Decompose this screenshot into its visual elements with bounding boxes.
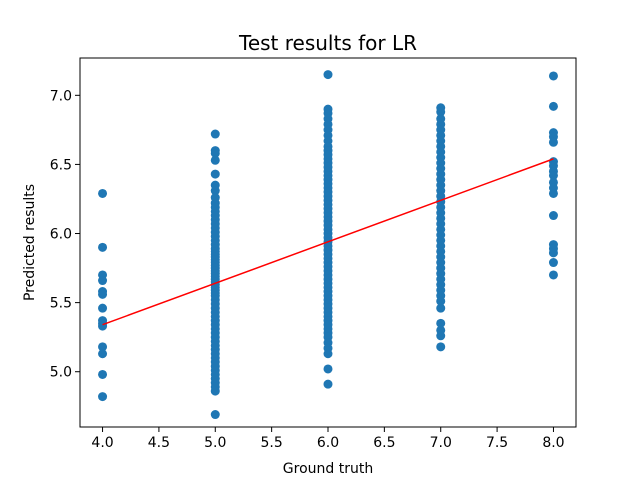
chart-title: Test results for LR: [238, 31, 417, 55]
data-point-x4-11: [98, 349, 108, 359]
data-point-x5-59: [210, 386, 220, 396]
y-tick-label: 6.0: [50, 227, 72, 243]
y-tick-label: 7.0: [50, 88, 72, 104]
data-point-x7-37: [436, 318, 446, 328]
data-point-x8-4: [548, 137, 558, 147]
x-tick-label: 7.0: [430, 435, 452, 451]
x-tick-label: 5.5: [261, 435, 283, 451]
data-point-x8-11: [548, 188, 558, 198]
data-point-x4-3: [98, 276, 108, 286]
x-tick-label: 7.5: [486, 435, 508, 451]
data-point-x7-35: [436, 296, 446, 306]
data-point-x8-12: [548, 211, 558, 221]
x-tick-label: 4.5: [148, 435, 170, 451]
data-point-x4-0: [98, 188, 108, 198]
data-point-x4-6: [98, 303, 108, 313]
data-point-x5-4: [210, 169, 220, 179]
data-point-x8-16: [548, 258, 558, 268]
x-axis-title: Ground truth: [283, 461, 373, 477]
points-layer: [98, 70, 558, 420]
data-point-x7-36: [436, 303, 446, 313]
fit-line: [102, 158, 554, 326]
x-axis: 4.0 4.5 5.0 5.5 6.0 6.5 7.0 7.5 8.0: [91, 427, 565, 451]
data-point-x8-1: [548, 101, 558, 111]
data-point-x7-1: [436, 107, 446, 117]
data-point-x5-2: [210, 148, 220, 158]
data-point-x8-15: [548, 248, 558, 258]
fit-line-layer: [102, 158, 554, 326]
data-point-x4-12: [98, 369, 108, 379]
data-point-x4-1: [98, 242, 108, 252]
x-tick-label: 4.0: [91, 435, 113, 451]
x-tick-label: 8.0: [542, 435, 564, 451]
data-point-x8-0: [548, 71, 558, 81]
data-point-x4-13: [98, 392, 108, 402]
data-point-x5-60: [210, 410, 220, 420]
x-tick-label: 6.0: [317, 435, 339, 451]
data-point-x5-6: [210, 186, 220, 196]
data-point-x6-59: [323, 379, 333, 389]
y-axis: 5.0 5.5 6.0 6.5 7.0: [50, 88, 80, 381]
x-tick-label: 5.0: [204, 435, 226, 451]
y-tick-label: 5.0: [50, 365, 72, 381]
data-point-x4-10: [98, 342, 108, 352]
data-point-x6-58: [323, 364, 333, 374]
data-point-x8-17: [548, 270, 558, 280]
y-axis-title: Predicted results: [22, 184, 38, 301]
data-point-x5-3: [210, 155, 220, 165]
data-point-x5-0: [210, 129, 220, 139]
data-point-x8-8: [548, 170, 558, 180]
data-point-x7-39: [436, 331, 446, 341]
data-point-x6-57: [323, 349, 333, 359]
data-point-x6-0: [323, 70, 333, 80]
data-point-x7-40: [436, 342, 446, 352]
x-tick-label: 6.5: [373, 435, 395, 451]
y-tick-label: 6.5: [50, 157, 72, 173]
data-point-x4-5: [98, 289, 108, 299]
y-tick-label: 5.5: [50, 296, 72, 312]
